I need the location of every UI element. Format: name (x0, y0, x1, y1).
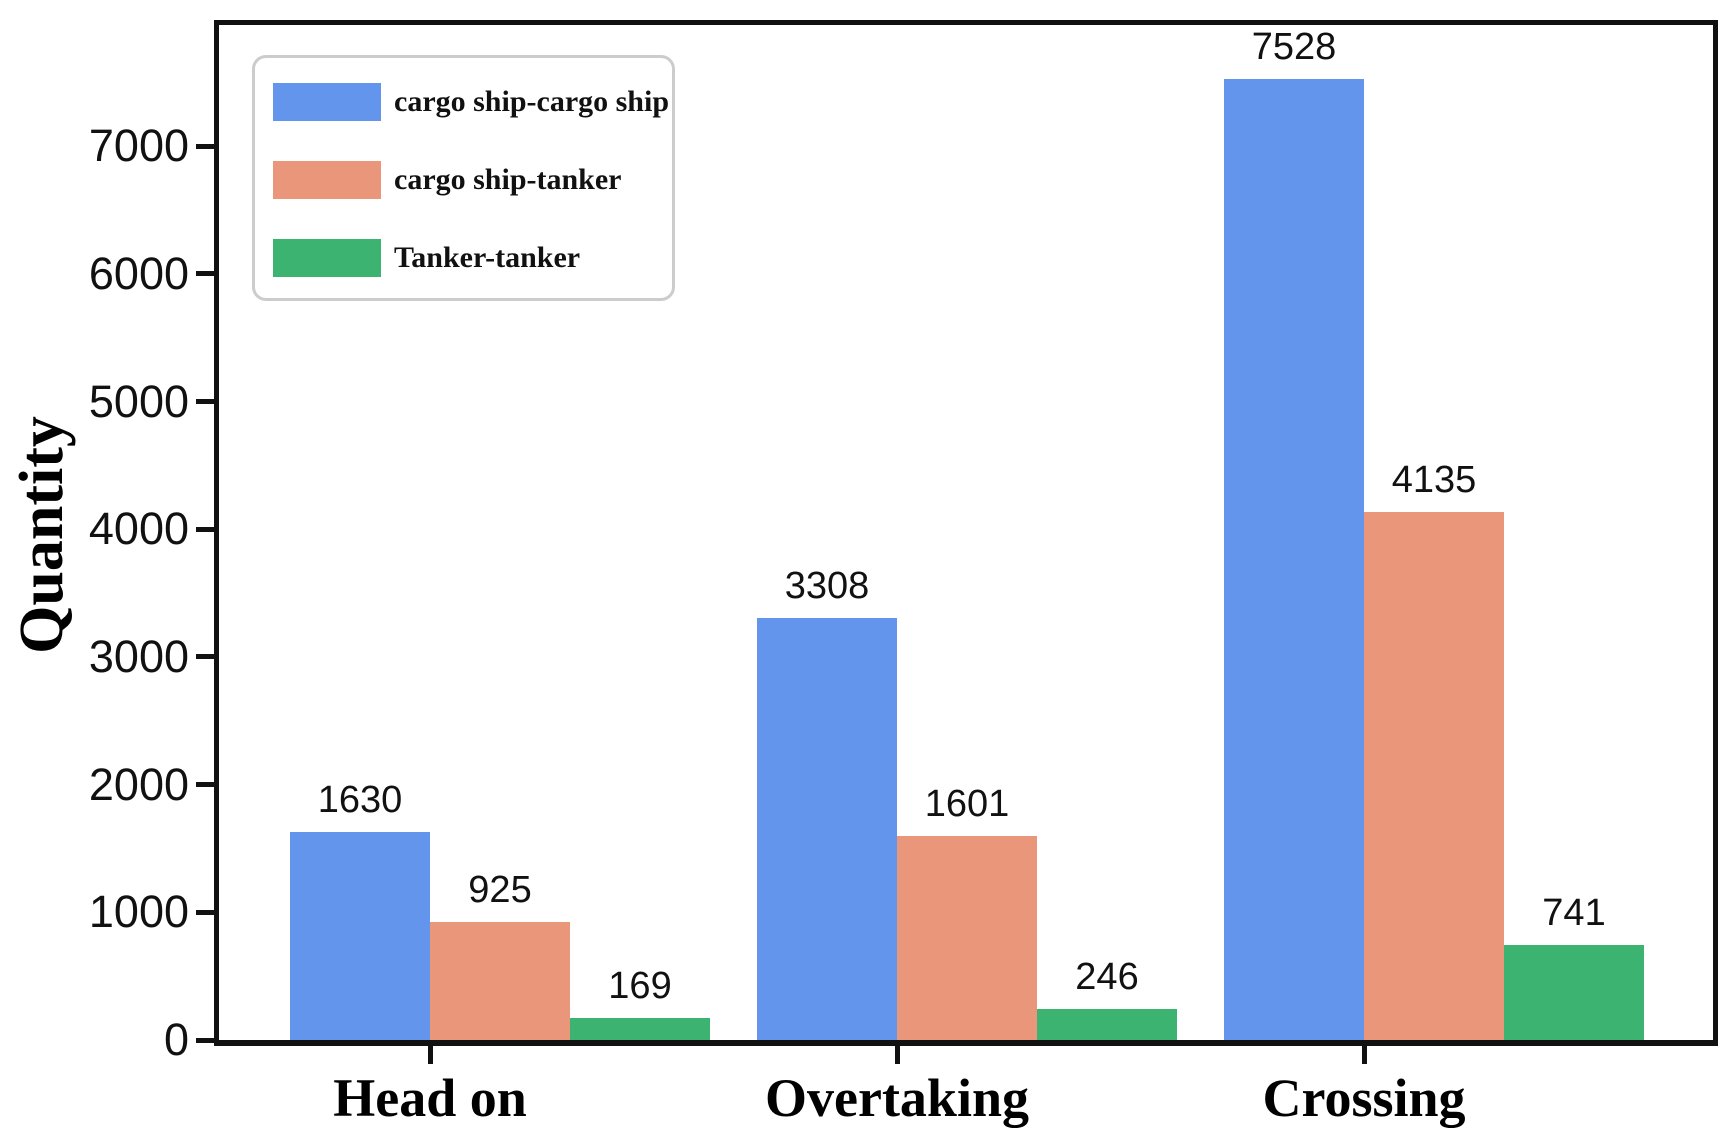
bar-overtaking-series-1 (897, 835, 1037, 1040)
y-axis-tick-label: 5000 (88, 375, 189, 427)
legend-label: cargo ship-tanker (394, 163, 622, 196)
bar-value-label: 925 (468, 868, 532, 911)
bar-head-on-series-0 (290, 831, 430, 1040)
bar-value-label: 1630 (317, 778, 403, 821)
y-axis-tick-label: 0 (163, 1014, 189, 1065)
bar-crossing-series-1 (1364, 512, 1504, 1040)
y-axis-tick-label: 7000 (88, 120, 189, 172)
y-axis-tick (196, 399, 214, 405)
y-axis-tick (196, 143, 214, 149)
bar-value-label: 7528 (1251, 25, 1337, 68)
legend-swatch-icon (273, 161, 381, 199)
legend-item-cargo-tanker: cargo ship-tanker (273, 161, 672, 199)
y-axis-tick (196, 654, 214, 660)
y-axis-tick (196, 526, 214, 532)
legend-label: Tanker-tanker (394, 241, 581, 274)
y-axis-tick (196, 1037, 214, 1043)
bar-value-label: 246 (1075, 955, 1139, 998)
x-category-label: Crossing (1262, 1068, 1466, 1128)
bar-overtaking-series-0 (757, 617, 897, 1040)
bar-value-label: 4135 (1391, 459, 1477, 502)
legend-item-cargo-cargo: cargo ship-cargo ship (273, 83, 672, 121)
y-axis-tick-label: 3000 (88, 630, 189, 682)
x-axis-tick (1361, 1046, 1367, 1064)
bar-head-on-series-1 (430, 921, 570, 1040)
legend: cargo ship-cargo ship cargo ship-tanker … (252, 55, 675, 301)
bar-crossing-series-2 (1504, 945, 1644, 1040)
bar-overtaking-series-2 (1037, 1008, 1177, 1040)
y-axis-tick (196, 271, 214, 277)
bar-value-label: 1601 (924, 782, 1010, 825)
bar-crossing-series-0 (1224, 78, 1364, 1040)
y-axis-tick-label: 6000 (88, 247, 189, 299)
x-category-label: Overtaking (765, 1068, 1029, 1128)
legend-item-tanker-tanker: Tanker-tanker (273, 239, 672, 277)
legend-swatch-icon (273, 83, 381, 121)
bar-value-label: 169 (608, 965, 672, 1008)
bar-value-label: 741 (1542, 892, 1606, 935)
y-axis-tick (196, 782, 214, 788)
legend-swatch-icon (273, 239, 381, 277)
legend-label: cargo ship-cargo ship (394, 85, 670, 118)
x-axis-tick (894, 1046, 900, 1064)
bar-head-on-series-2 (570, 1018, 710, 1040)
y-axis-tick-label: 2000 (88, 758, 189, 810)
x-axis-tick (427, 1046, 433, 1064)
x-category-label: Head on (333, 1068, 527, 1128)
y-axis-tick-label: 4000 (88, 503, 189, 555)
y-axis-tick-label: 1000 (88, 886, 189, 938)
plot-area: 1630 925 169 3308 1601 246 7528 4135 741 0 1000 20… (89, 20, 1718, 1128)
y-axis-tick (196, 909, 214, 915)
bar-value-label: 3308 (784, 564, 870, 607)
